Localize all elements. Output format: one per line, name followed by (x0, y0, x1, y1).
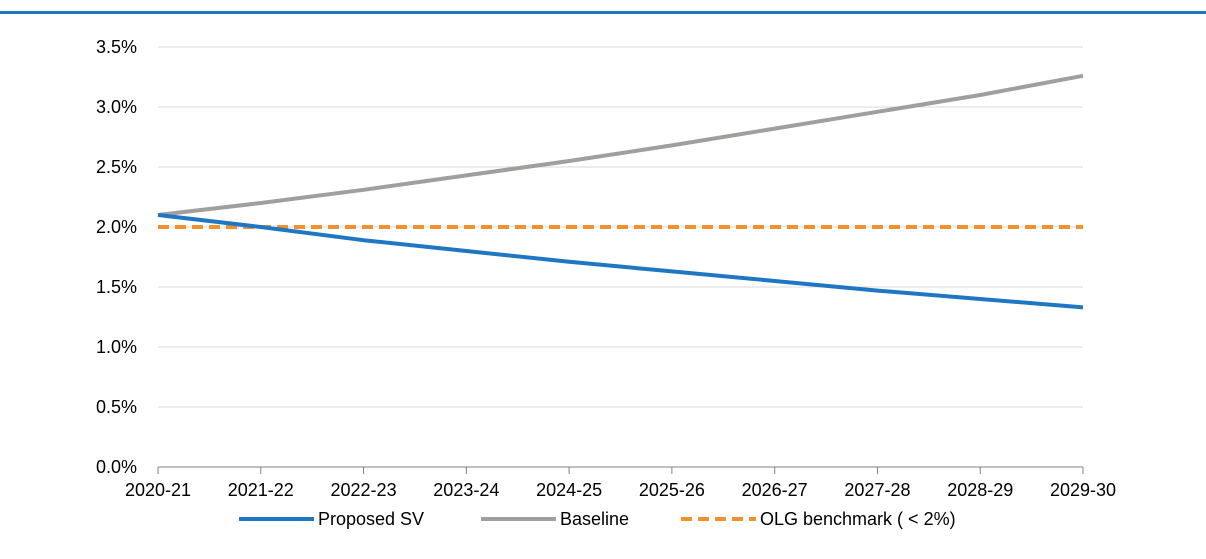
y-tick-label: 2.5% (96, 157, 137, 177)
x-tick-label: 2026-27 (742, 480, 808, 500)
legend-label-baseline: Baseline (560, 509, 629, 529)
y-tick-label: 0.0% (96, 457, 137, 477)
legend: Proposed SV Baseline OLG benchmark ( < 2%) (239, 509, 956, 529)
x-tick-label: 2021-22 (228, 480, 294, 500)
x-axis-tick-labels: 2020-21 2021-22 2022-23 2023-24 2024-25 2025-… (125, 480, 1116, 500)
x-tick-label: 2023-24 (433, 480, 499, 500)
series-line-baseline (157, 73, 1084, 217)
y-tick-label: 1.5% (96, 277, 137, 297)
x-tick-label: 2027-28 (844, 480, 910, 500)
y-tick-label: 1.0% (96, 337, 137, 357)
y-tick-label: 2.0% (96, 217, 137, 237)
x-tick-label: 2029-30 (1050, 480, 1116, 500)
legend-label-olg-benchmark-2: OLG benchmark ( < 2%) (760, 509, 956, 529)
x-tick-label: 2024-25 (536, 480, 602, 500)
x-tick-label: 2020-21 (125, 480, 191, 500)
y-axis-tick-labels: 0.0% 0.5% 1.0% 1.5% 2.0% 2.5% 3.0% 3.5% (96, 37, 137, 477)
y-tick-label: 3.0% (96, 97, 137, 117)
x-tick-label: 2028-29 (947, 480, 1013, 500)
series-lines (157, 73, 1084, 310)
top-rule (0, 11, 1206, 14)
x-tick-label: 2025-26 (639, 480, 705, 500)
x-tick-label: 2022-23 (331, 480, 397, 500)
legend-label-proposed-sv: Proposed SV (318, 509, 424, 529)
y-tick-label: 3.5% (96, 37, 137, 57)
y-tick-label: 0.5% (96, 397, 137, 417)
series-line-proposed-sv (157, 213, 1084, 310)
x-axis (157, 466, 1084, 474)
